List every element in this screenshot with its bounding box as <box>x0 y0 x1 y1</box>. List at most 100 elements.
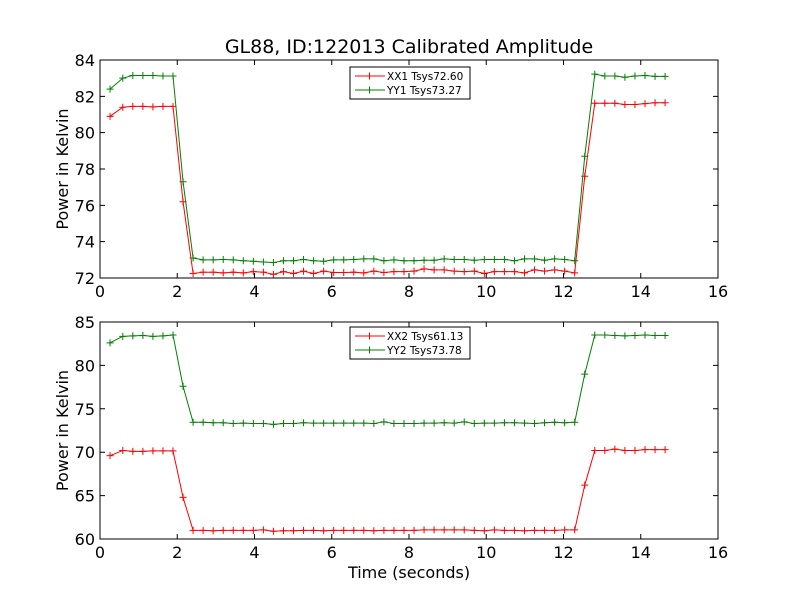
data-point <box>340 419 348 427</box>
data-point <box>440 266 448 274</box>
data-point <box>249 268 257 276</box>
data-point <box>661 72 669 80</box>
data-point <box>601 72 609 80</box>
data-point <box>581 370 589 378</box>
data-point <box>139 71 147 79</box>
data-point <box>269 527 277 535</box>
data-point <box>571 269 579 277</box>
data-point <box>450 526 458 534</box>
data-point <box>601 446 609 454</box>
data-point <box>591 331 599 339</box>
data-point <box>119 103 127 111</box>
data-point <box>106 85 114 93</box>
data-point <box>179 382 187 390</box>
data-point <box>410 526 418 534</box>
data-point <box>490 419 498 427</box>
data-point <box>621 73 629 81</box>
data-point <box>440 255 448 263</box>
data-point <box>330 526 338 534</box>
legend-marker <box>366 346 373 354</box>
y-tick-label: 72 <box>75 269 95 288</box>
y-axis-label: Power in Kelvin <box>53 108 72 229</box>
data-point <box>350 268 358 276</box>
data-point <box>129 447 137 455</box>
data-point <box>229 256 237 264</box>
data-point <box>611 72 619 80</box>
data-point <box>330 269 338 277</box>
data-point <box>390 526 398 534</box>
data-point <box>460 418 468 426</box>
data-point <box>229 268 237 276</box>
data-point <box>531 526 539 534</box>
data-point <box>129 71 137 79</box>
data-point <box>219 255 227 263</box>
data-point <box>520 419 528 427</box>
chart-panel-1: GL88, ID:122013 Calibrated Amplitude 0 2 4 6… <box>53 36 728 301</box>
data-point <box>209 268 217 276</box>
data-point <box>470 267 478 275</box>
data-point <box>480 255 488 263</box>
data-point <box>541 256 549 264</box>
data-point <box>561 419 569 427</box>
data-point <box>450 419 458 427</box>
data-point <box>106 112 114 120</box>
data-point <box>390 256 398 264</box>
data-point <box>470 420 478 428</box>
data-point <box>420 256 428 264</box>
data-point <box>541 526 549 534</box>
data-point <box>520 269 528 277</box>
x-tick-label: 14 <box>631 282 651 301</box>
data-point <box>310 257 318 265</box>
y-tick-label: 70 <box>75 443 95 462</box>
data-point <box>179 178 187 186</box>
data-point <box>651 331 659 339</box>
data-point <box>209 256 217 264</box>
data-point <box>259 258 267 266</box>
data-point <box>209 527 217 535</box>
y-tick-label: 60 <box>75 530 95 549</box>
x-tick-label: 2 <box>172 282 182 301</box>
y-tick-label: 84 <box>75 51 95 70</box>
data-point <box>229 526 237 534</box>
x-tick-label: 0 <box>95 282 105 301</box>
data-point <box>430 256 438 264</box>
data-point <box>249 420 257 428</box>
data-point <box>259 420 267 428</box>
data-point <box>430 526 438 534</box>
data-point <box>340 269 348 277</box>
data-point <box>400 526 408 534</box>
data-point <box>239 269 247 277</box>
data-point <box>400 257 408 265</box>
data-point <box>370 267 378 275</box>
legend-label: YY1 Tsys73.27 <box>386 85 462 97</box>
data-point <box>370 255 378 263</box>
y-tick-label: 74 <box>75 233 95 252</box>
x-tick-label: 6 <box>327 543 337 562</box>
data-point <box>561 255 569 263</box>
data-point <box>149 332 157 340</box>
x-tick-label: 0 <box>95 543 105 562</box>
legend-marker <box>366 72 373 80</box>
data-point <box>430 266 438 274</box>
data-point <box>410 420 418 428</box>
data-point <box>119 332 127 340</box>
data-point <box>480 527 488 535</box>
x-tick-label: 10 <box>476 282 496 301</box>
data-point <box>269 259 277 267</box>
data-point <box>169 447 177 455</box>
y-tick-label: 80 <box>75 356 95 375</box>
data-point <box>199 418 207 426</box>
data-point <box>551 255 559 263</box>
data-point <box>611 445 619 453</box>
data-point <box>310 269 318 277</box>
y-tick-label: 78 <box>75 160 95 179</box>
data-point <box>239 257 247 265</box>
data-point <box>259 268 267 276</box>
data-point <box>129 102 137 110</box>
data-point <box>510 268 518 276</box>
data-point <box>661 99 669 107</box>
data-point <box>279 527 287 535</box>
data-point <box>169 331 177 339</box>
data-point <box>279 268 287 276</box>
y-tick-label: 65 <box>75 487 95 506</box>
